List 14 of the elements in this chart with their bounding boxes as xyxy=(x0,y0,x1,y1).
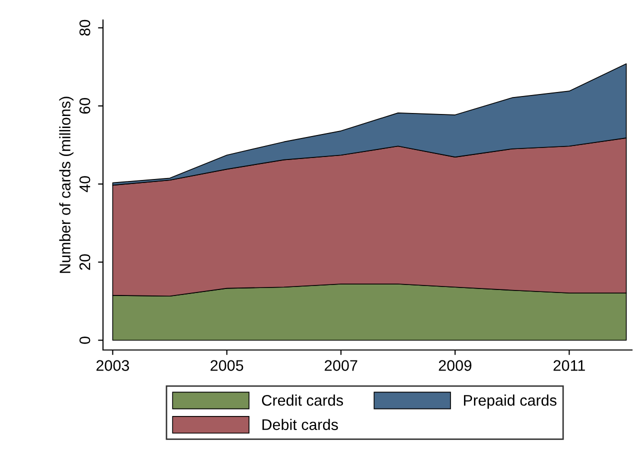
y-tick-label: 80 xyxy=(79,20,90,36)
y-tick-label: 60 xyxy=(79,98,90,114)
y-tick-label: 40 xyxy=(79,176,90,192)
x-tick-label: 2009 xyxy=(438,360,472,371)
y-tick-label: 20 xyxy=(79,254,90,270)
x-tick-label: 2011 xyxy=(554,360,585,371)
x-tick-label: 2007 xyxy=(324,360,358,371)
legend-label: Credit cards xyxy=(262,394,344,406)
x-tick-label: 2003 xyxy=(96,360,130,371)
y-axis-title: Number of cards (millions) xyxy=(59,96,74,273)
legend-label: Debit cards xyxy=(262,418,338,430)
x-tick-label: 2005 xyxy=(210,360,244,371)
y-tick-label: 0 xyxy=(79,336,90,344)
legend-label: Prepaid cards xyxy=(464,394,556,409)
